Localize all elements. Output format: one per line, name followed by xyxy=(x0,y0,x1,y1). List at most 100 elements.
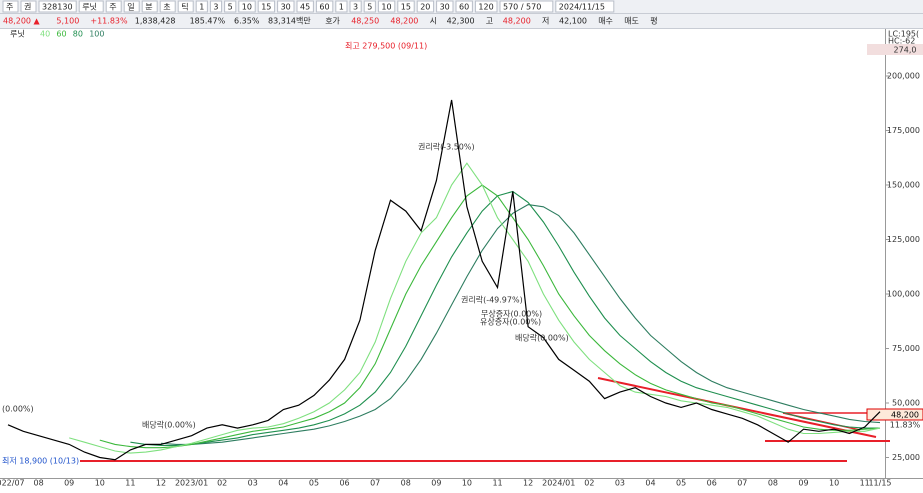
toolbar-button[interactable] xyxy=(209,0,223,13)
quote-field: 시 xyxy=(430,17,437,26)
toolbar-label: 5 xyxy=(367,3,372,12)
x-tick-label: 05 xyxy=(676,479,686,488)
quote-field: 42,100 xyxy=(559,17,587,26)
toolbar-label: 1 xyxy=(339,3,344,12)
quote-field: 고 xyxy=(486,17,493,26)
toolbar-button[interactable] xyxy=(315,0,334,13)
toolbar-button[interactable] xyxy=(195,0,208,13)
y-tick-label: 150,000 xyxy=(887,180,920,189)
price-box xyxy=(866,408,923,421)
toolbar-button[interactable] xyxy=(177,0,194,13)
y-tick-label: 100,000 xyxy=(887,289,920,298)
x-tick-label: 09 xyxy=(64,479,74,488)
event-annotation: 배당락(0.00%) xyxy=(515,333,569,343)
toolbar-button[interactable] xyxy=(105,0,122,13)
toolbar-button[interactable] xyxy=(277,0,295,13)
toolbar-button[interactable] xyxy=(141,0,158,13)
legend-entry: 60 xyxy=(56,30,66,39)
toolbar-label: 3 xyxy=(353,3,358,12)
x-tick-label: 11 xyxy=(492,479,502,488)
quote-field: 83,314백만 xyxy=(268,16,311,26)
toolbar-button[interactable] xyxy=(224,0,237,13)
x-tick-label: 03 xyxy=(615,479,625,488)
toolbar-label: 30 xyxy=(440,3,450,12)
side-label: LC:195( xyxy=(888,30,919,39)
event-annotation: 권리락(-3.50%) xyxy=(418,142,475,152)
toolbar-button[interactable] xyxy=(363,0,376,13)
toolbar-button[interactable] xyxy=(474,0,498,13)
toolbar-button[interactable] xyxy=(296,0,314,13)
toolbar-button[interactable] xyxy=(2,0,19,13)
toolbar-label: 30 xyxy=(281,3,291,12)
toolbar-label: 15 xyxy=(401,3,411,12)
event-annotation: 무상증자(0.00%) xyxy=(481,309,542,319)
toolbar-button[interactable] xyxy=(257,0,276,13)
event-annotation: 최저 18,900 (10/13) xyxy=(2,456,79,466)
toolbar-button[interactable] xyxy=(123,0,140,13)
x-tick-label: 08 xyxy=(34,479,44,488)
x-tick-label: 07 xyxy=(737,479,747,488)
toolbar-button[interactable] xyxy=(436,0,454,13)
toolbar-button[interactable] xyxy=(159,0,176,13)
quote-field: 평 xyxy=(650,16,657,26)
x-tick-label: 09 xyxy=(798,479,808,488)
toolbar-label: 328130 xyxy=(42,3,73,12)
y-tick-label: 200,000 xyxy=(887,71,920,80)
toolbar-label: 분 xyxy=(145,3,152,12)
x-tick-label: 10 xyxy=(462,479,472,488)
x-tick-label: 12 xyxy=(523,479,533,488)
toolbar-button[interactable] xyxy=(499,0,554,13)
toolbar-button[interactable] xyxy=(416,0,435,13)
toolbar-button[interactable] xyxy=(20,0,37,13)
toolbar-label: 45 xyxy=(300,3,310,12)
quote-field: 5,100 xyxy=(56,17,79,26)
quote-field: 48,200 xyxy=(503,17,531,26)
toolbar-button[interactable] xyxy=(455,0,473,13)
toolbar-button[interactable] xyxy=(397,0,415,13)
y-tick-label: 25,000 xyxy=(892,453,920,462)
x-tick-label: 07 xyxy=(370,479,380,488)
legend-entry: 80 xyxy=(73,30,83,39)
event-annotation: 배당락(0.00%) xyxy=(142,420,196,430)
toolbar-label: 주 xyxy=(109,3,116,12)
y-tick-label: 125,000 xyxy=(887,235,920,244)
toolbar-label: 초 xyxy=(163,3,170,12)
x-tick-label: 2023/01 xyxy=(175,479,208,488)
quote-field: 48,200 ▲ xyxy=(3,17,41,26)
quote-field: 1,838,428 xyxy=(135,17,176,26)
moving-average xyxy=(130,190,880,447)
toolbar-button[interactable] xyxy=(238,0,256,13)
toolbar-label: 2024/11/15 xyxy=(559,3,605,12)
toolbar-label: 권 xyxy=(24,2,31,12)
toolbar-button[interactable] xyxy=(38,0,77,13)
quote-field: 6.35% xyxy=(234,17,260,26)
toolbar-button[interactable] xyxy=(555,0,615,13)
x-tick-label: 03 xyxy=(248,479,258,488)
toolbar-label: 10 xyxy=(381,3,391,12)
toolbar-label: 120 xyxy=(478,3,493,12)
y-tick-label: 175,000 xyxy=(887,126,920,135)
toolbar-label: 60 xyxy=(319,3,329,12)
x-tick-label: 2024/01 xyxy=(542,479,575,488)
toolbar-button[interactable] xyxy=(78,0,104,13)
toolbar-button[interactable] xyxy=(349,0,362,13)
event-annotation: 최고 279,500 (09/11) xyxy=(345,41,427,51)
toolbar-label: 20 xyxy=(420,3,430,12)
toolbar-label: 일 xyxy=(127,3,134,12)
quote-field: 48,250 xyxy=(351,17,379,26)
x-tick-label: 08 xyxy=(768,479,778,488)
toolbar-button[interactable] xyxy=(335,0,348,13)
x-tick-label: 08 xyxy=(401,479,411,488)
quote-field: 저 xyxy=(542,17,549,26)
toolbar-label: 570 / 570 xyxy=(503,3,541,12)
y-tick-label: 50,000 xyxy=(892,399,920,408)
toolbar-label: 주 xyxy=(6,3,13,12)
x-tick-label: 06 xyxy=(339,479,349,488)
toolbar-label: 1 xyxy=(199,3,204,12)
toolbar-label: 5 xyxy=(228,3,233,12)
toolbar-button[interactable] xyxy=(377,0,396,13)
x-tick-label: 10 xyxy=(95,479,105,488)
toolbar-label: 3 xyxy=(213,3,218,12)
moving-average xyxy=(69,162,881,454)
